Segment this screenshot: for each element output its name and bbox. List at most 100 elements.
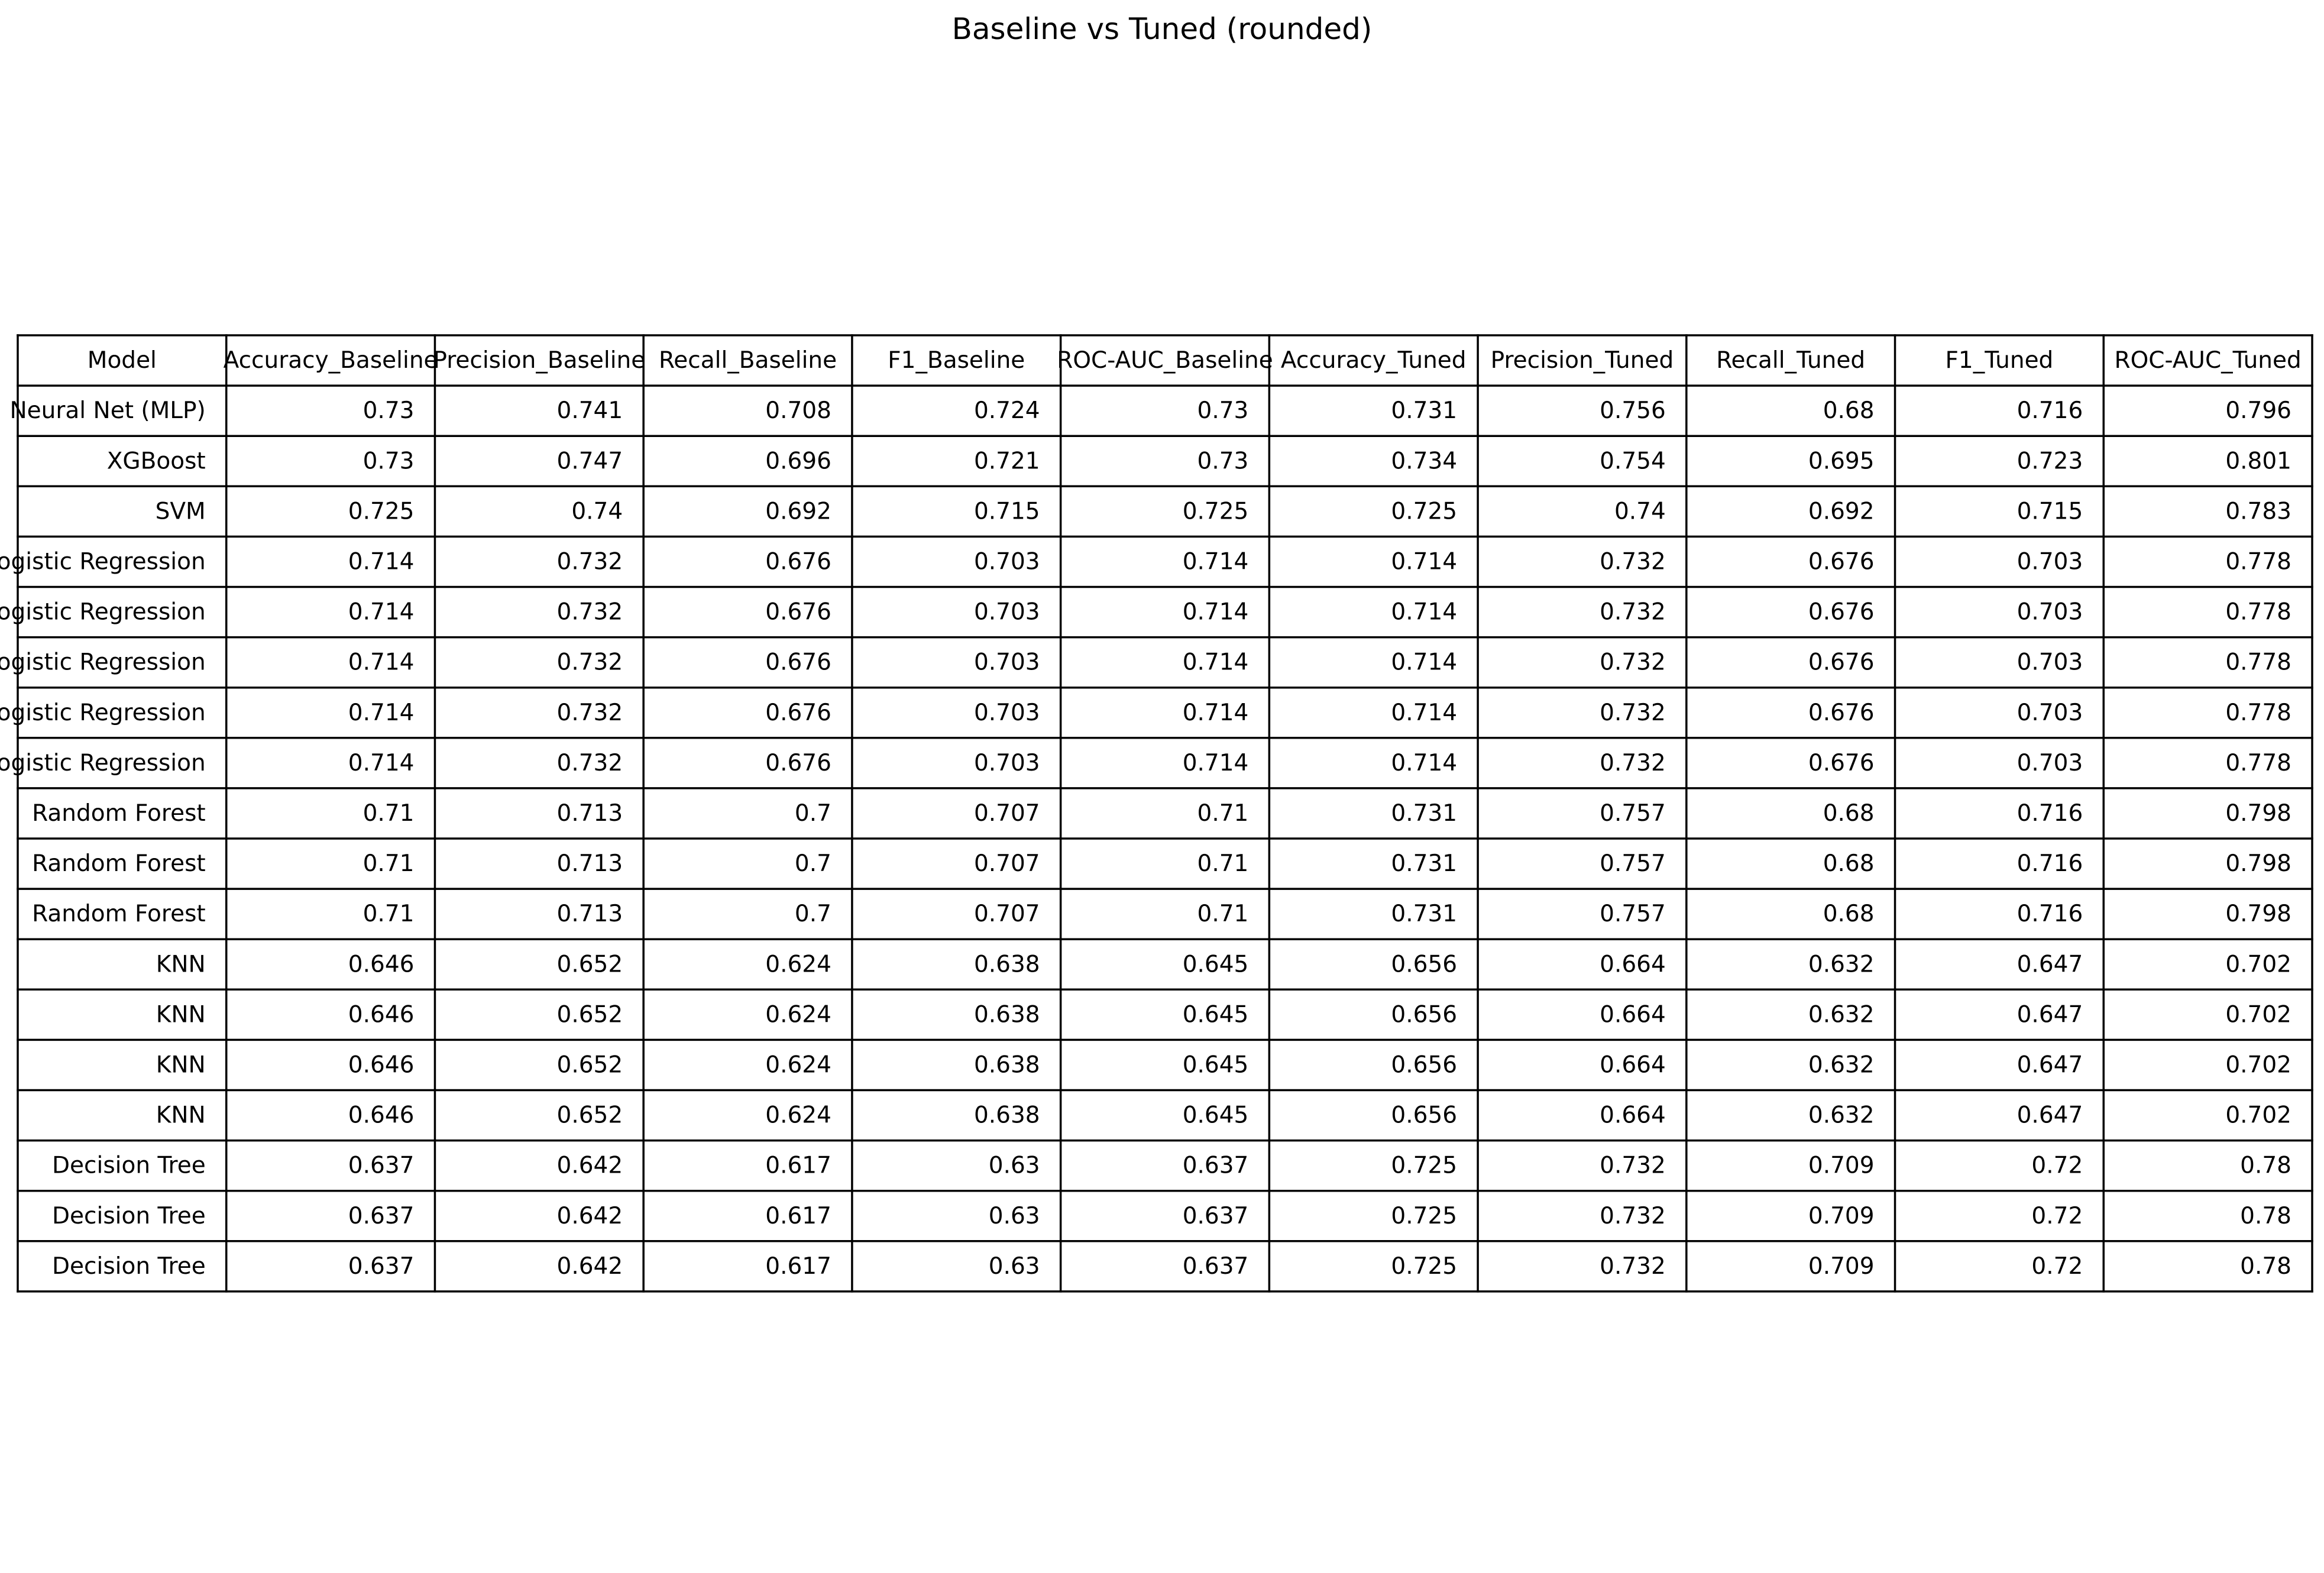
data-cell: 0.73 [1197, 397, 1249, 424]
data-cell: 0.724 [974, 397, 1040, 424]
data-cell: 0.778 [2225, 599, 2291, 626]
data-cell: 0.637 [348, 1253, 415, 1280]
data-cell: 0.703 [2017, 548, 2083, 575]
data-cell: 0.63 [989, 1153, 1040, 1179]
data-cell: 0.617 [765, 1203, 831, 1229]
data-cell: 0.692 [1808, 498, 1875, 525]
data-cell: 0.778 [2225, 700, 2291, 726]
data-cell: 0.714 [1183, 700, 1249, 726]
data-cell: 0.645 [1183, 1051, 1249, 1078]
data-cell: 0.638 [974, 1051, 1040, 1078]
data-cell: 0.74 [1614, 498, 1666, 525]
data-cell: 0.652 [557, 1001, 623, 1028]
data-cell: 0.72 [2031, 1153, 2083, 1179]
row-label-cell: KNN [156, 1051, 206, 1078]
data-cell: 0.757 [1600, 901, 1666, 927]
data-cell: 0.676 [765, 649, 831, 676]
data-cell: 0.714 [1183, 599, 1249, 626]
data-cell: 0.796 [2225, 397, 2291, 424]
data-cell: 0.756 [1600, 397, 1666, 424]
data-cell: 0.703 [2017, 700, 2083, 726]
data-cell: 0.703 [974, 649, 1040, 676]
row-label-cell: SVM [156, 498, 206, 525]
data-cell: 0.714 [1391, 649, 1457, 676]
data-cell: 0.716 [2017, 800, 2083, 827]
data-cell: 0.68 [1823, 397, 1875, 424]
data-cell: 0.63 [989, 1203, 1040, 1229]
data-cell: 0.68 [1823, 850, 1875, 877]
data-cell: 0.624 [765, 1001, 831, 1028]
data-cell: 0.652 [557, 1102, 623, 1129]
data-cell: 0.73 [363, 448, 415, 474]
data-cell: 0.642 [557, 1203, 623, 1229]
data-cell: 0.632 [1808, 1102, 1875, 1129]
row-label-cell: Decision Tree [52, 1203, 206, 1229]
data-cell: 0.732 [557, 649, 623, 676]
row-label-cell: Logistic Regression [0, 750, 206, 776]
data-cell: 0.676 [1808, 599, 1875, 626]
data-cell: 0.716 [2017, 850, 2083, 877]
data-cell: 0.645 [1183, 1001, 1249, 1028]
data-cell: 0.702 [2225, 951, 2291, 978]
table-grid [17, 334, 2313, 1293]
row-label-cell: Logistic Regression [0, 548, 206, 575]
chart-title: Baseline vs Tuned (rounded) [951, 12, 1373, 46]
data-cell: 0.78 [2240, 1253, 2291, 1280]
data-cell: 0.646 [348, 1102, 415, 1129]
data-cell: 0.734 [1391, 448, 1457, 474]
column-header: ROC-AUC_Tuned [2114, 347, 2301, 374]
row-label-cell: Random Forest [32, 901, 206, 927]
data-cell: 0.757 [1600, 850, 1666, 877]
data-cell: 0.645 [1183, 951, 1249, 978]
column-header: Model [88, 347, 157, 374]
data-cell: 0.7 [795, 800, 831, 827]
data-cell: 0.78 [2240, 1153, 2291, 1179]
column-header: F1_Tuned [1945, 347, 2053, 374]
data-cell: 0.68 [1823, 901, 1875, 927]
data-cell: 0.732 [1600, 750, 1666, 776]
data-cell: 0.624 [765, 951, 831, 978]
data-cell: 0.676 [765, 599, 831, 626]
data-cell: 0.707 [974, 850, 1040, 877]
data-cell: 0.715 [2017, 498, 2083, 525]
data-cell: 0.73 [363, 397, 415, 424]
data-cell: 0.732 [557, 548, 623, 575]
data-cell: 0.78 [2240, 1203, 2291, 1229]
data-cell: 0.732 [557, 750, 623, 776]
data-cell: 0.703 [2017, 599, 2083, 626]
data-cell: 0.714 [1391, 599, 1457, 626]
data-cell: 0.798 [2225, 901, 2291, 927]
data-cell: 0.714 [1391, 750, 1457, 776]
data-cell: 0.664 [1600, 951, 1666, 978]
data-cell: 0.7 [795, 850, 831, 877]
data-cell: 0.646 [348, 1001, 415, 1028]
data-cell: 0.637 [1183, 1203, 1249, 1229]
row-label-cell: Random Forest [32, 850, 206, 877]
data-cell: 0.638 [974, 951, 1040, 978]
data-cell: 0.632 [1808, 951, 1875, 978]
column-header: Recall_Tuned [1716, 347, 1865, 374]
data-cell: 0.676 [765, 750, 831, 776]
data-cell: 0.714 [1183, 548, 1249, 575]
data-cell: 0.72 [2031, 1253, 2083, 1280]
data-cell: 0.624 [765, 1051, 831, 1078]
data-cell: 0.656 [1391, 1102, 1457, 1129]
data-cell: 0.637 [1183, 1253, 1249, 1280]
row-label-cell: KNN [156, 1102, 206, 1129]
data-cell: 0.703 [974, 700, 1040, 726]
data-cell: 0.71 [1197, 850, 1249, 877]
data-cell: 0.778 [2225, 750, 2291, 776]
data-cell: 0.703 [2017, 649, 2083, 676]
data-cell: 0.708 [765, 397, 831, 424]
data-cell: 0.617 [765, 1253, 831, 1280]
data-cell: 0.725 [1391, 1253, 1457, 1280]
data-cell: 0.714 [348, 750, 415, 776]
data-cell: 0.68 [1823, 800, 1875, 827]
data-cell: 0.732 [1600, 1253, 1666, 1280]
data-cell: 0.647 [2017, 1102, 2083, 1129]
data-cell: 0.732 [557, 599, 623, 626]
data-cell: 0.632 [1808, 1051, 1875, 1078]
data-cell: 0.71 [363, 800, 415, 827]
data-cell: 0.71 [1197, 800, 1249, 827]
